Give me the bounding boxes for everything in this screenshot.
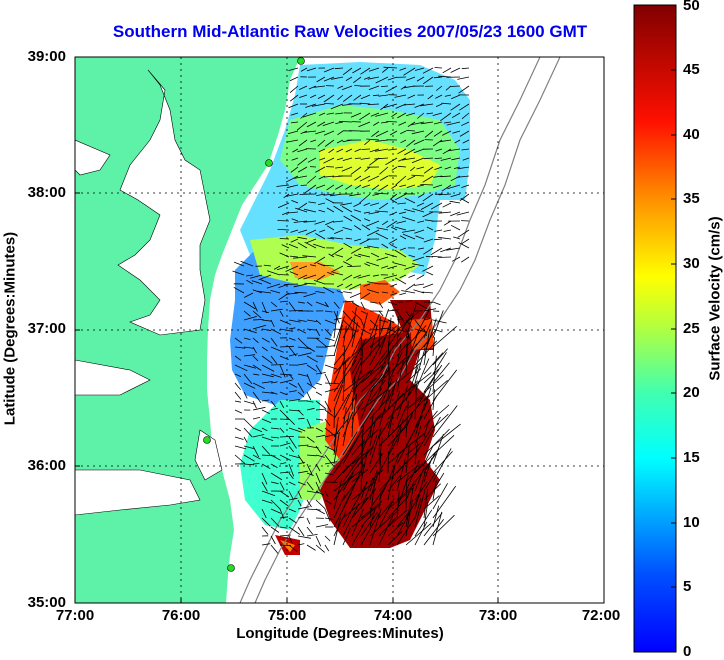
y-tick-label: 38:00 [0,184,66,201]
velocity-arrow [301,185,307,186]
radar-station-marker [204,437,211,444]
colorbar-tick-label: 45 [683,61,723,78]
velocity-arrow [280,419,290,420]
velocity-arrow [450,86,460,87]
x-tick-label: 72:00 [566,607,636,624]
velocity-arrow [325,482,338,483]
velocity-arrow [284,284,298,285]
y-axis-label: Latitude (Degrees:Minutes) [2,214,19,444]
velocity-arrow [388,451,389,473]
radar-station-marker [266,160,273,167]
colorbar-tick-label: 40 [683,126,723,143]
colorbar-tick-label: 15 [683,449,723,466]
velocity-arrow [435,68,442,69]
velocity-arrow [362,149,371,150]
x-tick-label: 76:00 [146,607,216,624]
velocity-arrow [355,158,361,159]
y-tick-label: 36:00 [0,457,66,474]
velocity-arrow [280,239,289,240]
x-axis-label: Longitude (Degrees:Minutes) [140,625,540,642]
radar-station-marker [298,58,305,65]
colorbar-tick-label: 0 [683,643,723,660]
colorbar [634,5,676,652]
y-tick-label: 39:00 [0,48,66,65]
x-tick-label: 73:00 [463,607,533,624]
colorbar-tick-label: 5 [683,578,723,595]
velocity-arrow [334,409,335,428]
colorbar-label: Surface Velocity (cm/s) [707,204,724,394]
velocity-arrow [253,464,259,465]
x-tick-label: 77:00 [40,607,110,624]
colorbar-tick-label: 10 [683,514,723,531]
x-tick-label: 75:00 [252,607,322,624]
radar-station-marker [228,565,235,572]
x-tick-label: 74:00 [358,607,428,624]
velocity-arrow [438,257,451,258]
colorbar-tick-label: 50 [683,0,723,14]
velocity-arrow [354,86,361,87]
